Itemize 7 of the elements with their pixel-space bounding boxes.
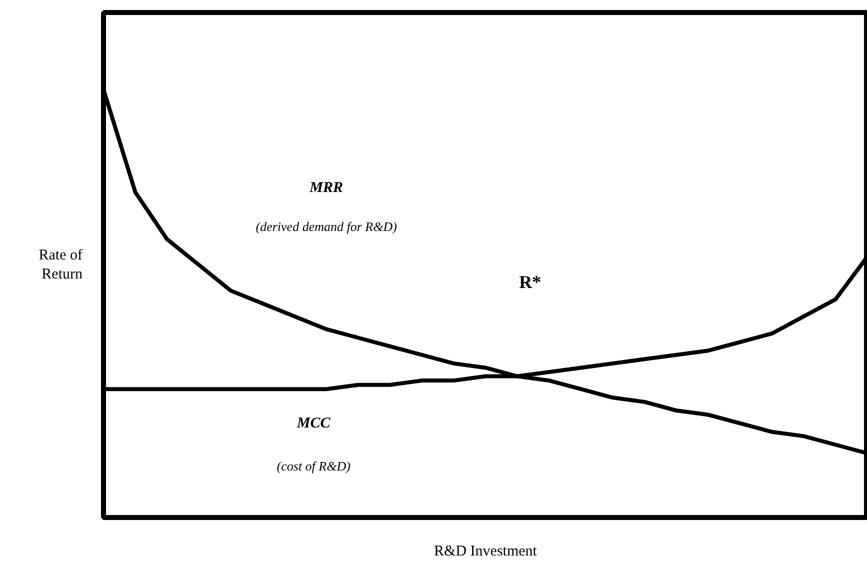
annotation: MRR [308, 180, 344, 196]
annotation: (cost of R&D) [276, 458, 350, 474]
x-axis-title: R&D Investment [434, 544, 538, 560]
y-axis-title: Rate of Return [38, 247, 83, 283]
annotation: R* [519, 272, 542, 292]
annotation: (derived demand for R&D) [256, 218, 397, 234]
annotation: MCC [296, 415, 332, 432]
